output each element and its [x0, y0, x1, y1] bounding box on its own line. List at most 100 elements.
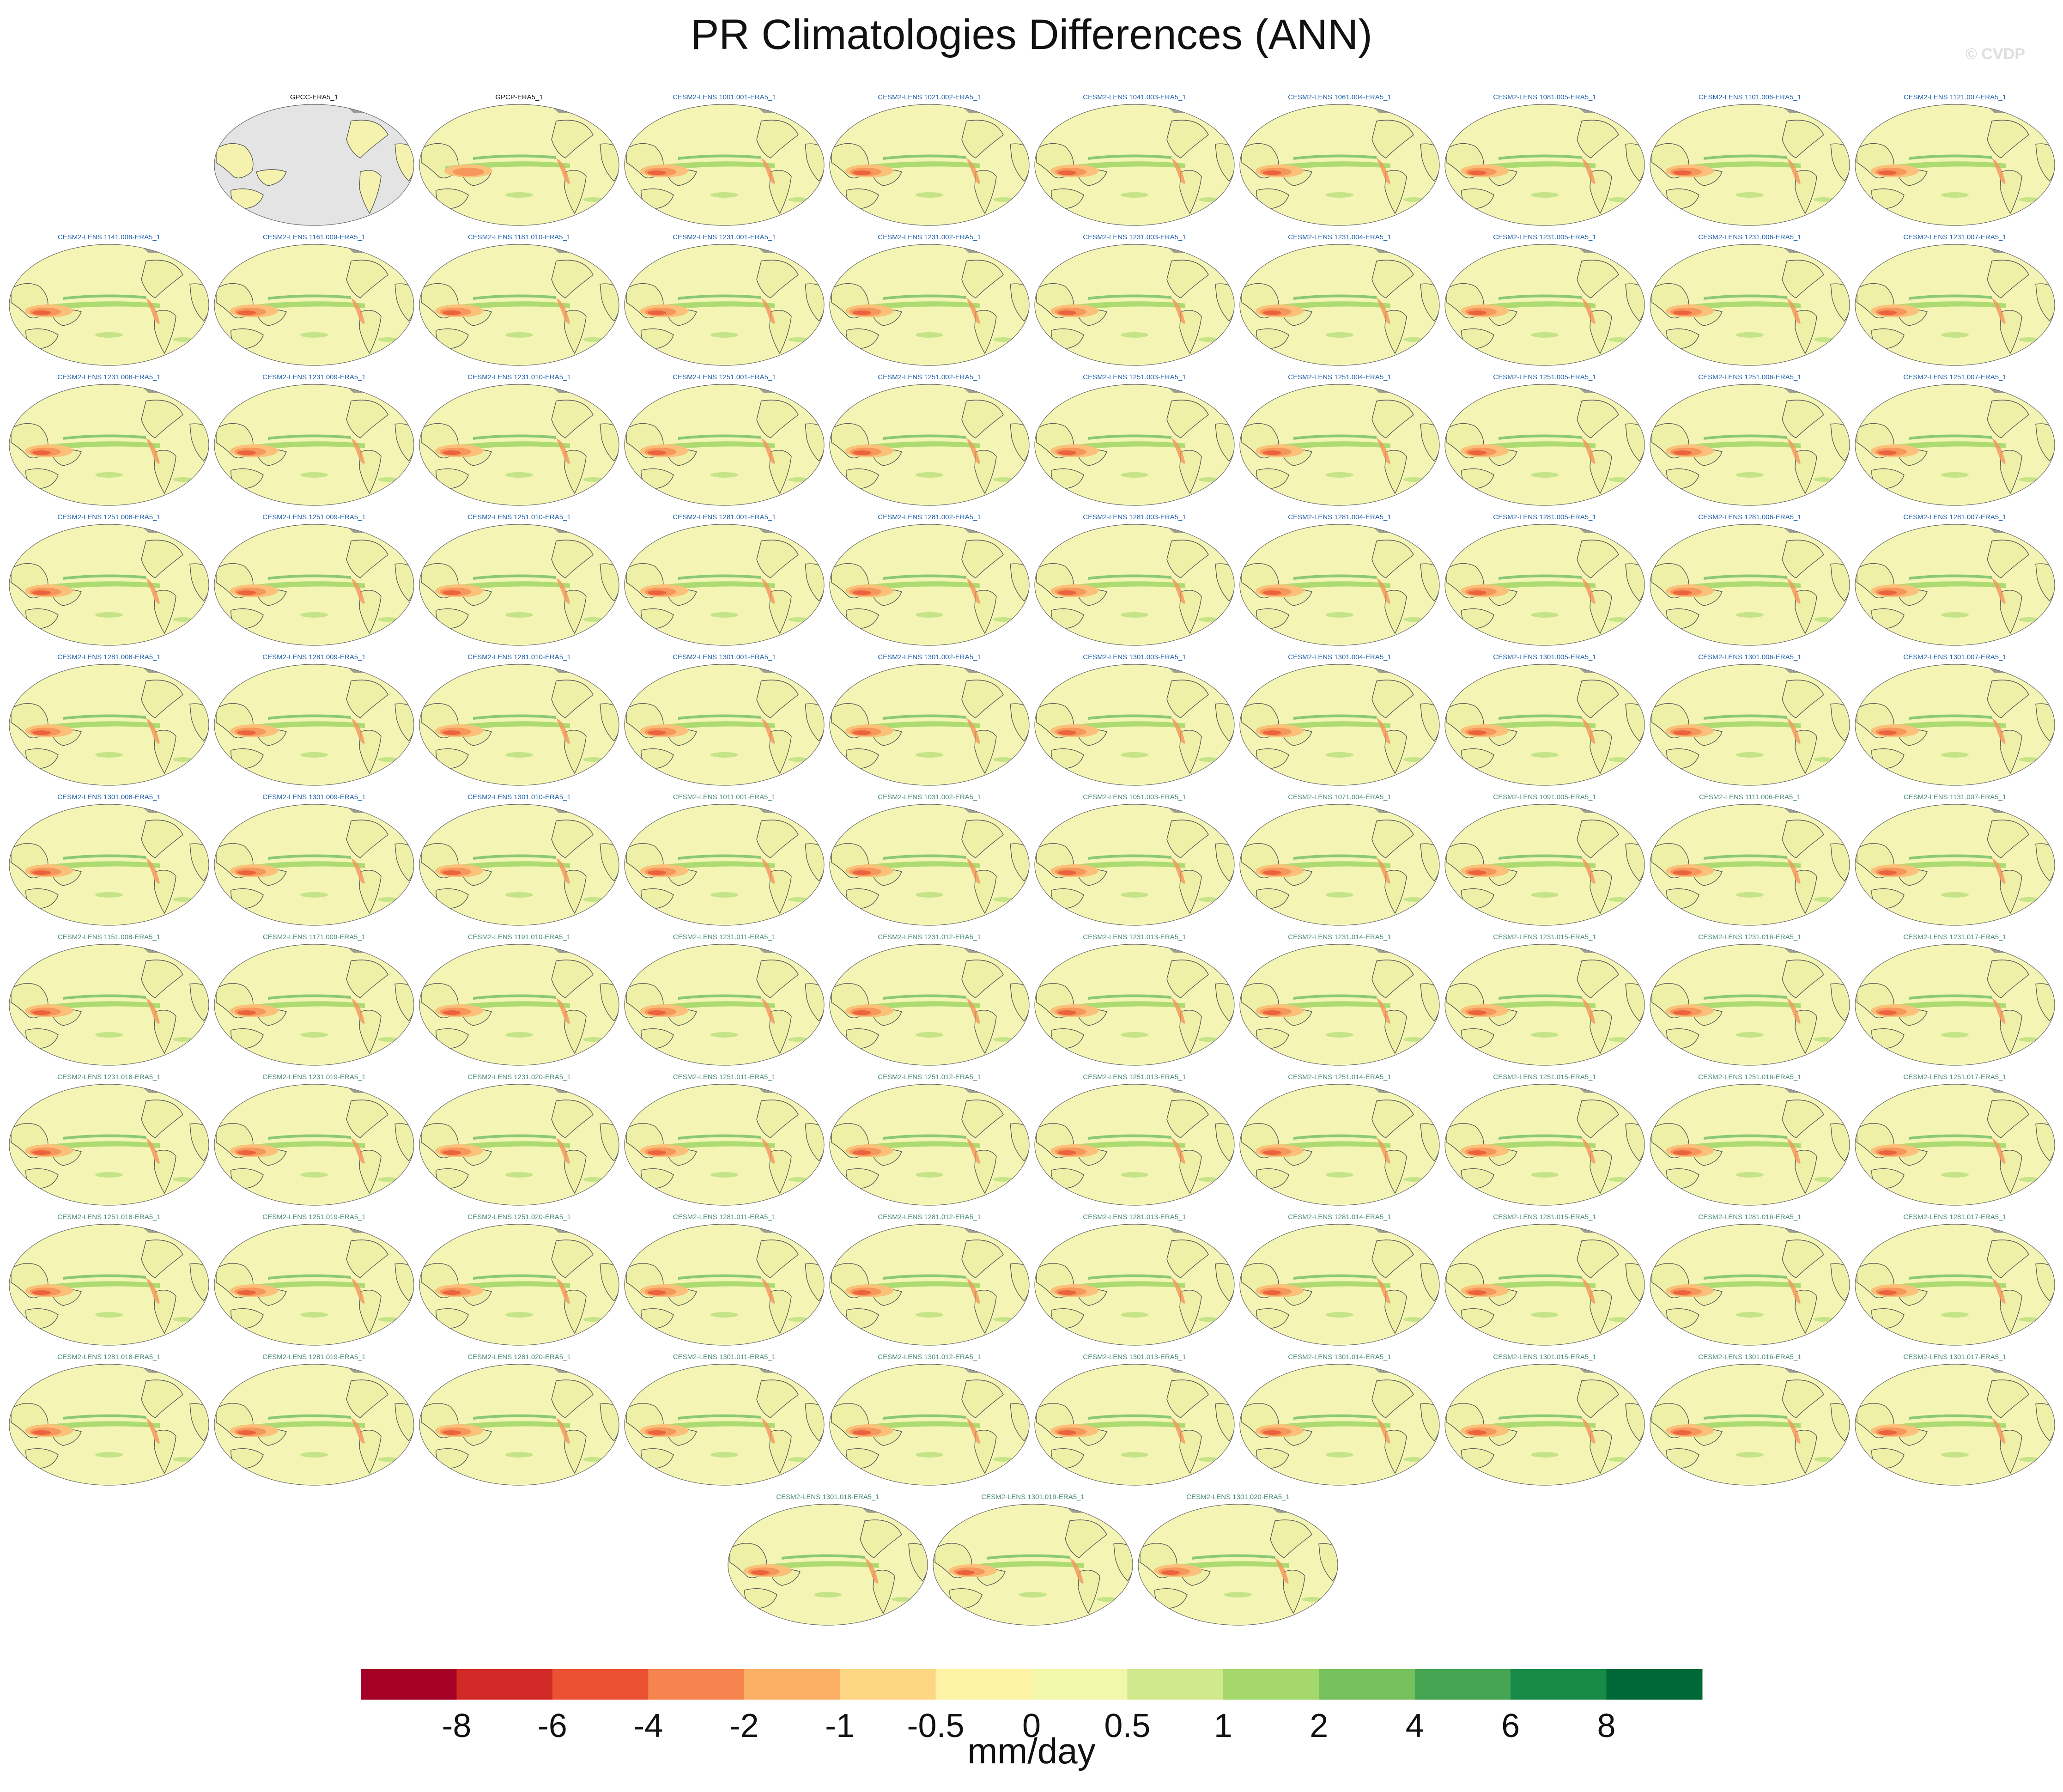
world-map: [1444, 664, 1645, 786]
map-panel: CESM2-LENS 1001.001-ERA5_1: [623, 92, 826, 231]
map-panel: CESM2-LENS 1251.015-ERA5_1: [1443, 1072, 1646, 1211]
map-panel: CESM2-LENS 1251.001-ERA5_1: [623, 372, 826, 511]
map-panel: CESM2-LENS 1281.005-ERA5_1: [1443, 512, 1646, 651]
map-panel: CESM2-LENS 1231.013-ERA5_1: [1033, 932, 1236, 1071]
map-panel: CESM2-LENS 1301.014-ERA5_1: [1238, 1352, 1441, 1491]
world-map: [1138, 1504, 1338, 1626]
panel-label: CESM2-LENS 1131.007-ERA5_1: [1903, 793, 2007, 801]
world-map: [1444, 1364, 1645, 1486]
world-map: [829, 244, 1030, 366]
panel-label: CESM2-LENS 1281.004-ERA5_1: [1288, 513, 1391, 521]
panel-label: CESM2-LENS 1231.012-ERA5_1: [878, 933, 981, 941]
map-panel: CESM2-LENS 1231.018-ERA5_1: [7, 1072, 211, 1211]
world-map: [1855, 1224, 2055, 1346]
map-panel: CESM2-LENS 1231.003-ERA5_1: [1033, 232, 1236, 371]
world-map: [419, 944, 619, 1066]
map-panel: CESM2-LENS 1071.004-ERA5_1: [1238, 792, 1441, 931]
world-map: [1034, 804, 1235, 926]
panel-label: CESM2-LENS 1251.017-ERA5_1: [1903, 1073, 2007, 1081]
panel-label: CESM2-LENS 1251.019-ERA5_1: [262, 1213, 366, 1221]
panel-label: CESM2-LENS 1151.008-ERA5_1: [57, 933, 161, 941]
panel-label: CESM2-LENS 1301.010-ERA5_1: [467, 793, 571, 801]
world-map: [1650, 1364, 1850, 1486]
panel-label: CESM2-LENS 1231.003-ERA5_1: [1083, 233, 1186, 241]
panel-label: CESM2-LENS 1301.017-ERA5_1: [1903, 1353, 2007, 1361]
map-panel: GPCP-ERA5_1: [418, 92, 621, 231]
map-panel: CESM2-LENS 1251.020-ERA5_1: [418, 1212, 621, 1351]
map-panel: CESM2-LENS 1231.002-ERA5_1: [828, 232, 1031, 371]
world-map: [1239, 1084, 1440, 1206]
world-map: [1239, 244, 1440, 366]
world-map: [1034, 1084, 1235, 1206]
world-map: [624, 804, 825, 926]
map-panel: CESM2-LENS 1251.018-ERA5_1: [7, 1212, 211, 1351]
map-panel: CESM2-LENS 1231.010-ERA5_1: [418, 372, 621, 511]
map-panel: CESM2-LENS 1301.013-ERA5_1: [1033, 1352, 1236, 1491]
world-map: [1034, 1364, 1235, 1486]
map-panel: CESM2-LENS 1301.020-ERA5_1: [1136, 1492, 1340, 1631]
map-panel: CESM2-LENS 1281.014-ERA5_1: [1238, 1212, 1441, 1351]
map-panel: CESM2-LENS 1301.003-ERA5_1: [1033, 652, 1236, 791]
panel-label: CESM2-LENS 1251.001-ERA5_1: [673, 373, 776, 381]
map-panel: CESM2-LENS 1301.004-ERA5_1: [1238, 652, 1441, 791]
world-map: [214, 384, 414, 506]
page-title: PR Climatologies Differences (ANN): [691, 11, 1372, 58]
panel-label: CESM2-LENS 1251.002-ERA5_1: [878, 373, 981, 381]
map-panel: CESM2-LENS 1231.017-ERA5_1: [1853, 932, 2057, 1071]
world-map: [829, 524, 1030, 646]
map-panel: CESM2-LENS 1231.019-ERA5_1: [212, 1072, 416, 1211]
world-map: [1855, 1084, 2055, 1206]
watermark: © CVDP: [1966, 45, 2025, 63]
panel-label: CESM2-LENS 1301.008-ERA5_1: [57, 793, 161, 801]
map-panel: CESM2-LENS 1031.002-ERA5_1: [828, 792, 1031, 931]
map-panel: GPCC-ERA5_1: [212, 92, 416, 231]
world-map: [624, 384, 825, 506]
panel-label: CESM2-LENS 1251.003-ERA5_1: [1083, 373, 1186, 381]
world-map: [1034, 524, 1235, 646]
world-map: [419, 1364, 619, 1486]
map-panel: CESM2-LENS 1231.006-ERA5_1: [1648, 232, 1851, 371]
world-map: [829, 1224, 1030, 1346]
world-map: [9, 804, 209, 926]
panel-label: CESM2-LENS 1301.020-ERA5_1: [1186, 1493, 1290, 1501]
map-panel: CESM2-LENS 1231.004-ERA5_1: [1238, 232, 1441, 371]
map-panel: CESM2-LENS 1281.019-ERA5_1: [212, 1352, 416, 1491]
map-panel: CESM2-LENS 1131.007-ERA5_1: [1853, 792, 2057, 931]
panel-label: CESM2-LENS 1251.020-ERA5_1: [467, 1213, 571, 1221]
panel-label: CESM2-LENS 1231.020-ERA5_1: [467, 1073, 571, 1081]
map-panel: CESM2-LENS 1251.002-ERA5_1: [828, 372, 1031, 511]
panel-label: CESM2-LENS 1281.019-ERA5_1: [262, 1353, 366, 1361]
map-panel: CESM2-LENS 1251.016-ERA5_1: [1648, 1072, 1851, 1211]
map-panel: CESM2-LENS 1231.009-ERA5_1: [212, 372, 416, 511]
panel-label: CESM2-LENS 1281.006-ERA5_1: [1698, 513, 1802, 521]
map-panel: CESM2-LENS 1121.007-ERA5_1: [1853, 92, 2057, 231]
map-panel: CESM2-LENS 1251.008-ERA5_1: [7, 512, 211, 651]
map-panel: CESM2-LENS 1041.003-ERA5_1: [1033, 92, 1236, 231]
panel-label: CESM2-LENS 1111.006-ERA5_1: [1699, 793, 1801, 801]
panel-label: CESM2-LENS 1251.004-ERA5_1: [1288, 373, 1391, 381]
panel-label: CESM2-LENS 1251.016-ERA5_1: [1698, 1073, 1802, 1081]
map-panel: CESM2-LENS 1301.019-ERA5_1: [931, 1492, 1135, 1631]
panel-label: CESM2-LENS 1251.018-ERA5_1: [57, 1213, 161, 1221]
panel-label: CESM2-LENS 1231.007-ERA5_1: [1903, 233, 2007, 241]
world-map: [9, 524, 209, 646]
world-map: [9, 244, 209, 366]
world-map: [1034, 244, 1235, 366]
world-map: [419, 524, 619, 646]
world-map: [1650, 804, 1850, 926]
panel-label: CESM2-LENS 1161.009-ERA5_1: [262, 233, 366, 241]
world-map: [1444, 1084, 1645, 1206]
world-map: [1855, 1364, 2055, 1486]
panel-label: CESM2-LENS 1301.002-ERA5_1: [878, 653, 981, 661]
world-map: [214, 804, 414, 926]
panel-label: CESM2-LENS 1251.005-ERA5_1: [1493, 373, 1596, 381]
world-map: [829, 1084, 1030, 1206]
world-map: [1239, 104, 1440, 226]
world-map: [419, 1084, 619, 1206]
map-panel: CESM2-LENS 1281.008-ERA5_1: [7, 652, 211, 791]
world-map: [9, 944, 209, 1066]
map-panel: CESM2-LENS 1301.008-ERA5_1: [7, 792, 211, 931]
world-map: [728, 1504, 928, 1626]
panel-label: CESM2-LENS 1281.013-ERA5_1: [1083, 1213, 1186, 1221]
world-map: [1650, 1084, 1850, 1206]
